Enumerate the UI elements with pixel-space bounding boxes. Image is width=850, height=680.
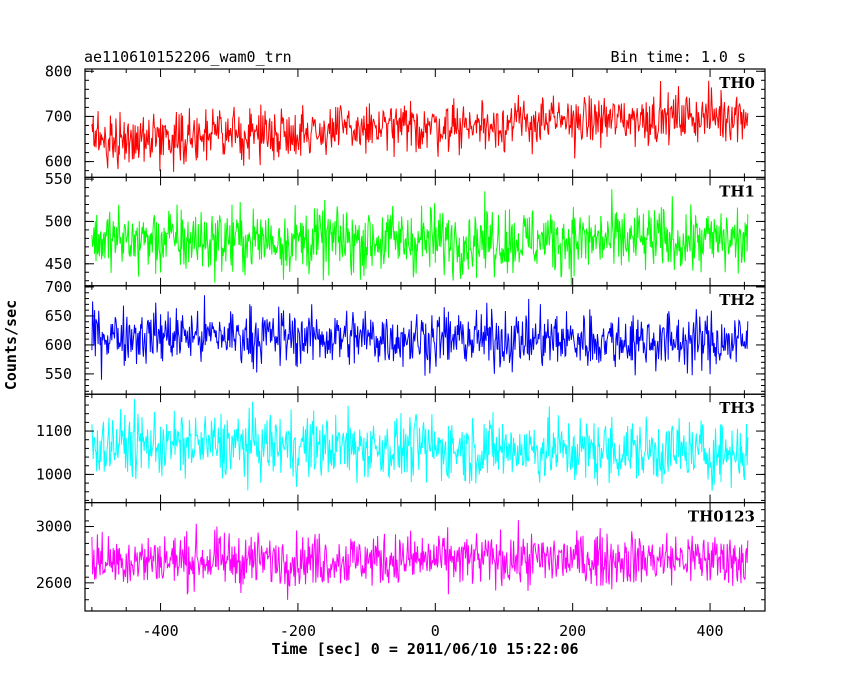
series-line-th3 bbox=[91, 399, 749, 491]
series-line-th1 bbox=[91, 189, 749, 286]
panel-label-th2: TH2 bbox=[719, 291, 755, 309]
panel-label-th1: TH1 bbox=[719, 182, 755, 200]
y-tick-label: 700 bbox=[45, 107, 72, 125]
y-tick-label: 450 bbox=[45, 255, 72, 273]
y-tick-label: 550 bbox=[45, 170, 72, 188]
y-tick-label: 700 bbox=[45, 278, 72, 296]
bin-time-label: Bin time: 1.0 s bbox=[611, 48, 746, 66]
y-tick-label: 650 bbox=[45, 307, 72, 325]
series-line-th2 bbox=[91, 295, 749, 380]
y-tick-label: 1100 bbox=[36, 422, 72, 440]
panel-th2: 550 600 650 700 TH2 bbox=[45, 278, 766, 395]
panel-label-th0123: TH0123 bbox=[688, 508, 755, 526]
x-tick-label: 0 bbox=[431, 622, 440, 640]
x-tick-label: -200 bbox=[280, 622, 316, 640]
y-tick-label: 3000 bbox=[36, 518, 72, 536]
x-tick-label: 200 bbox=[559, 622, 586, 640]
panel-frame bbox=[84, 502, 766, 612]
observation-id-title: ae110610152206_wam0_trn bbox=[84, 48, 292, 66]
x-tick-label: -400 bbox=[142, 622, 178, 640]
x-axis: -400 -200 0 200 400 bbox=[142, 622, 723, 640]
panel-label-th0: TH0 bbox=[719, 74, 755, 92]
series-line-th0 bbox=[91, 80, 749, 172]
series-line-th0123 bbox=[91, 520, 749, 600]
y-tick-label: 500 bbox=[45, 212, 72, 230]
y-tick-label: 550 bbox=[45, 365, 72, 383]
panel-th3: 1000 1100 TH3 bbox=[36, 393, 766, 504]
y-tick-label: 600 bbox=[45, 153, 72, 171]
x-axis-title: Time [sec] 0 = 2011/06/10 15:22:06 bbox=[271, 640, 578, 658]
y-tick-label: 2600 bbox=[36, 574, 72, 592]
panel-label-th3: TH3 bbox=[719, 399, 755, 417]
y-tick-label: 800 bbox=[45, 62, 72, 80]
y-axis-title: Counts/sec bbox=[2, 300, 20, 390]
panel-th0: 600 700 800 TH0 bbox=[45, 62, 766, 179]
x-tick-label: 400 bbox=[697, 622, 724, 640]
y-tick-label: 1000 bbox=[36, 465, 72, 483]
panels-group: 600700800TH0450500550TH1550600650700TH21… bbox=[36, 62, 766, 612]
panel-th0123: 2600 3000 TH0123 bbox=[36, 502, 766, 612]
y-tick-label: 600 bbox=[45, 336, 72, 354]
panel-th1: 450 500 550 TH1 bbox=[45, 170, 766, 287]
